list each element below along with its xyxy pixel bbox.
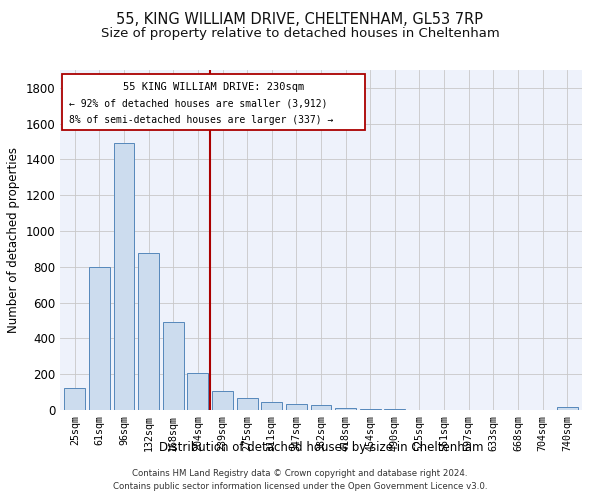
Text: Contains HM Land Registry data © Crown copyright and database right 2024.
Contai: Contains HM Land Registry data © Crown c… bbox=[113, 470, 487, 491]
Bar bbox=[335, 408, 356, 410]
Bar bbox=[236, 398, 257, 410]
Bar bbox=[64, 388, 85, 410]
FancyBboxPatch shape bbox=[62, 74, 365, 130]
Text: Distribution of detached houses by size in Cheltenham: Distribution of detached houses by size … bbox=[159, 441, 483, 454]
Text: ← 92% of detached houses are smaller (3,912): ← 92% of detached houses are smaller (3,… bbox=[68, 98, 327, 108]
Bar bbox=[360, 409, 381, 410]
Text: 8% of semi-detached houses are larger (337) →: 8% of semi-detached houses are larger (3… bbox=[68, 115, 333, 125]
Bar bbox=[212, 391, 233, 410]
Text: 55, KING WILLIAM DRIVE, CHELTENHAM, GL53 7RP: 55, KING WILLIAM DRIVE, CHELTENHAM, GL53… bbox=[116, 12, 484, 28]
Text: 55 KING WILLIAM DRIVE: 230sqm: 55 KING WILLIAM DRIVE: 230sqm bbox=[123, 82, 305, 92]
Bar bbox=[286, 404, 307, 410]
Bar bbox=[138, 252, 159, 410]
Bar bbox=[187, 374, 208, 410]
Bar bbox=[89, 267, 110, 410]
Bar bbox=[261, 402, 282, 410]
Bar bbox=[557, 407, 578, 410]
Bar bbox=[311, 405, 331, 410]
Bar bbox=[113, 144, 134, 410]
Y-axis label: Number of detached properties: Number of detached properties bbox=[7, 147, 20, 333]
Bar bbox=[163, 322, 184, 410]
Text: Size of property relative to detached houses in Cheltenham: Size of property relative to detached ho… bbox=[101, 28, 499, 40]
